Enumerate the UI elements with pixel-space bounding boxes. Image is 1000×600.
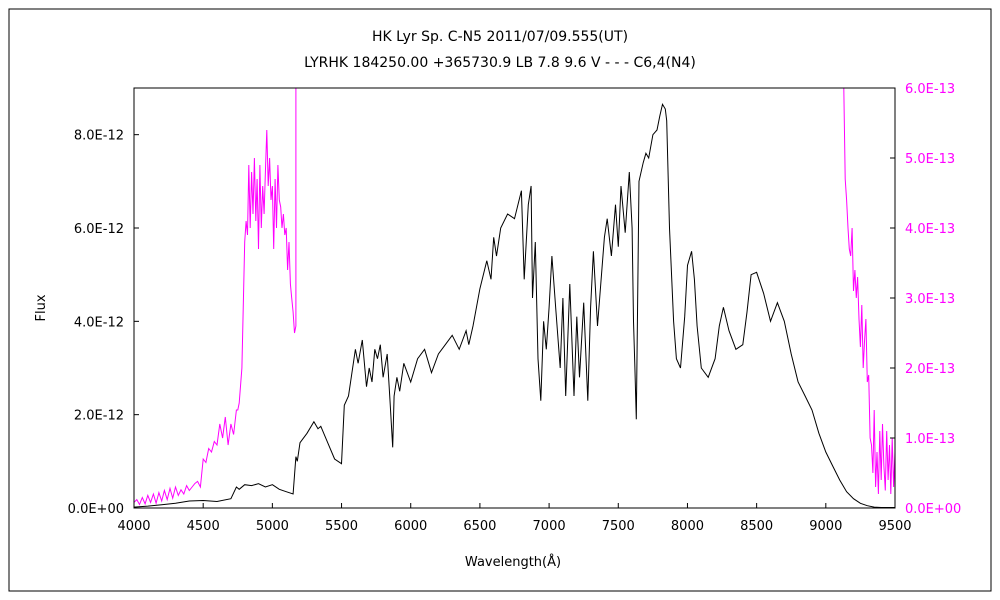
y-axis-label: Flux <box>34 294 49 321</box>
chart-title-line1: HK Lyr Sp. C-N5 2011/07/09.555(UT) <box>372 29 628 45</box>
x-tick-label: 7000 <box>533 519 566 534</box>
y-tick-label: 2.0E-12 <box>74 409 124 424</box>
x-tick-label: 5500 <box>325 519 358 534</box>
y2-tick-label: 2.0E-13 <box>905 362 955 377</box>
x-tick-label: 8000 <box>671 519 704 534</box>
y2-tick-label: 3.0E-13 <box>905 292 955 307</box>
x-tick-label: 6000 <box>394 519 427 534</box>
x-tick-label: 5000 <box>256 519 289 534</box>
x-tick-label: 9500 <box>878 519 911 534</box>
y-tick-label: 0.0E+00 <box>68 502 124 517</box>
scaled-flux-line-1 <box>134 88 297 506</box>
y-tick-label: 4.0E-12 <box>74 315 124 330</box>
flux-line-0 <box>134 102 895 508</box>
y2-tick-label: 1.0E-13 <box>905 432 955 447</box>
x-axis-label: Wavelength(Å) <box>465 554 561 570</box>
x-tick-label: 7500 <box>602 519 635 534</box>
x-tick-label: 4500 <box>187 519 220 534</box>
scaled-flux-line-2 <box>843 88 895 495</box>
x-tick-label: 9000 <box>809 519 842 534</box>
x-axis: 4000 4500 5000 5500 6000 6500 7000 7500 8000 8500… <box>117 503 912 534</box>
plot-series <box>134 88 895 508</box>
y2-tick-label: 6.0E-13 <box>905 82 955 97</box>
x-tick-label: 4000 <box>117 519 150 534</box>
y-tick-label: 8.0E-12 <box>74 129 124 144</box>
x-tick-label: 8500 <box>740 519 773 534</box>
y2-tick-label: 5.0E-13 <box>905 152 955 167</box>
y-axis-left: 0.0E+00 2.0E-12 4.0E-12 6.0E-12 8.0E-12 <box>68 129 139 517</box>
y2-tick-label: 4.0E-13 <box>905 222 955 237</box>
y-axis-right: 0.0E+00 1.0E-13 2.0E-13 3.0E-13 4.0E-13 5.0E-… <box>890 82 961 517</box>
y-tick-label: 6.0E-12 <box>74 222 124 237</box>
chart-title-line2: LYRHK 184250.00 +365730.9 LB 7.8 9.6 V -… <box>304 55 696 71</box>
x-tick-label: 6500 <box>463 519 496 534</box>
y2-tick-label: 0.0E+00 <box>905 502 961 517</box>
outer-frame <box>8 8 992 592</box>
